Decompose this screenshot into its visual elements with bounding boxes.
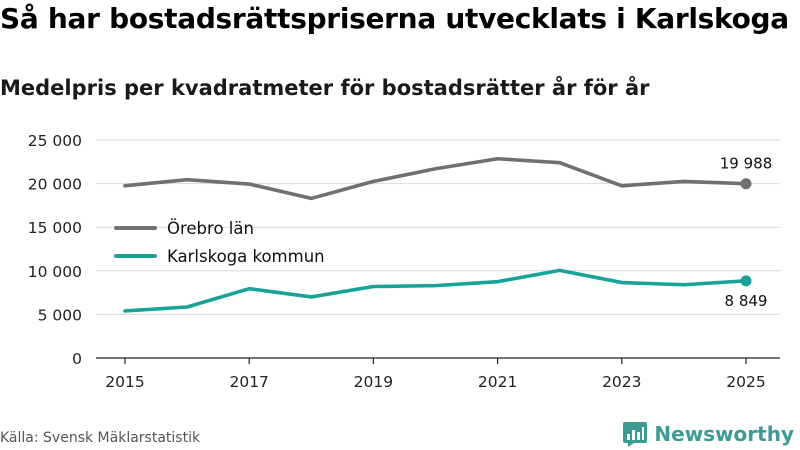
y-axis: 0 5 000 10 000 15 000 20 000 25 000	[28, 132, 82, 368]
chart-subtitle: Medelpris per kvadratmeter för bostadsrä…	[0, 76, 650, 100]
y-tick-label: 15 000	[28, 219, 82, 237]
legend-label: Karlskoga kommun	[167, 247, 325, 266]
series-end-marker	[740, 178, 752, 190]
x-tick-label: 2021	[478, 373, 517, 391]
y-tick-label: 10 000	[28, 263, 82, 281]
legend-label: Örebro län	[167, 219, 254, 238]
source-note: Källa: Svensk Mäklarstatistik	[0, 430, 201, 446]
series-end-marker	[740, 275, 752, 287]
y-tick-label: 0	[72, 350, 82, 368]
x-axis: 2015 2017 2019 2021 2023 2025	[96, 357, 780, 391]
y-tick-label: 20 000	[28, 176, 82, 194]
series-line	[123, 156, 748, 201]
x-tick-label: 2025	[726, 373, 765, 391]
brand-logo: Newsworthy	[622, 420, 794, 448]
series-lines: 19 988 8 849	[123, 155, 773, 313]
x-tick-label: 2015	[105, 373, 144, 391]
x-tick-label: 2023	[602, 373, 641, 391]
y-tick-label: 5 000	[38, 306, 82, 324]
series-line	[123, 268, 748, 313]
x-tick-label: 2019	[354, 373, 393, 391]
chart-title: Så har bostadsrättspriserna utvecklats i…	[0, 2, 789, 35]
brand-name: Newsworthy	[654, 422, 794, 446]
x-tick-label: 2017	[229, 373, 268, 391]
series-end-label: 8 849	[725, 292, 768, 310]
legend: Örebro län Karlskoga kommun	[114, 219, 325, 266]
y-tick-label: 25 000	[28, 132, 82, 150]
series-end-label: 19 988	[720, 155, 773, 173]
newsworthy-logo-icon	[623, 422, 648, 447]
